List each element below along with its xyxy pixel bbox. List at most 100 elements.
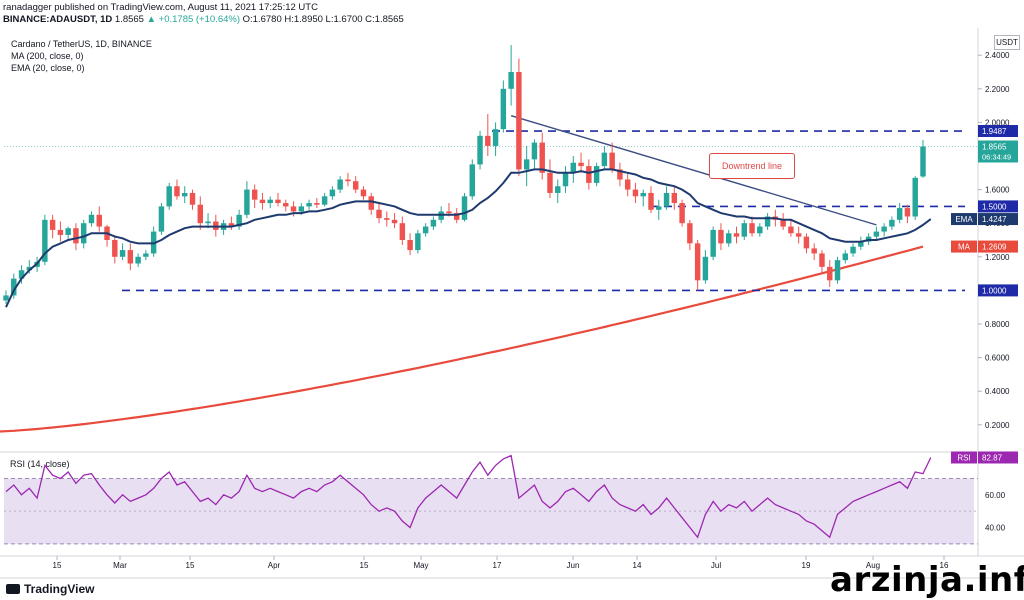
candle-body bbox=[710, 229, 716, 257]
candle-body bbox=[182, 192, 188, 197]
candle-body bbox=[764, 216, 771, 227]
candle-body bbox=[42, 219, 48, 262]
tradingview-logo[interactable]: TradingView bbox=[6, 582, 94, 596]
price-tick-label: 2.4000 bbox=[985, 51, 1010, 60]
rsi-legend: RSI (14, close) bbox=[10, 459, 70, 469]
legend-ema[interactable]: EMA (20, close, 0) bbox=[11, 63, 85, 73]
candle-body bbox=[570, 162, 577, 173]
time-tick-label: Jun bbox=[567, 561, 580, 570]
price-tag-bg bbox=[978, 200, 1018, 213]
candle-body bbox=[601, 152, 608, 167]
candle-body bbox=[485, 135, 491, 146]
candle-body bbox=[492, 129, 499, 146]
price-tick-label: 2.0000 bbox=[985, 118, 1010, 127]
price-tick-label: 0.6000 bbox=[985, 354, 1010, 363]
candle-body bbox=[516, 72, 522, 170]
candle-body bbox=[827, 266, 833, 281]
price-tick-label: 0.4000 bbox=[985, 387, 1010, 396]
candle-body bbox=[430, 219, 437, 227]
candle-body bbox=[531, 142, 538, 160]
candle-body bbox=[391, 219, 398, 224]
time-tick-label: 14 bbox=[633, 561, 642, 570]
candle-body bbox=[663, 192, 670, 207]
candle-body bbox=[259, 199, 266, 204]
candle-body bbox=[687, 223, 693, 244]
candle-body bbox=[80, 223, 87, 244]
candle-body bbox=[624, 179, 631, 190]
price-tick-label: 1.2000 bbox=[985, 253, 1010, 262]
rsi-tag-bg bbox=[978, 451, 1018, 464]
rsi-tick-label: 40.00 bbox=[985, 524, 1006, 533]
candle-body bbox=[811, 248, 817, 254]
rsi-line bbox=[5, 454, 932, 539]
candle-body bbox=[609, 152, 615, 170]
price-tag-bg bbox=[978, 125, 1018, 138]
candle-body bbox=[251, 189, 258, 200]
candle-body bbox=[858, 241, 864, 247]
candle-body bbox=[477, 135, 483, 165]
rsi-tag-name-bg bbox=[951, 451, 977, 464]
candle-body bbox=[384, 218, 390, 220]
candle-body bbox=[228, 223, 235, 227]
candle-body bbox=[671, 192, 678, 204]
price-tag-bg bbox=[978, 213, 1018, 226]
time-tick-label: 15 bbox=[53, 561, 62, 570]
candle-body bbox=[656, 206, 662, 210]
candle-body bbox=[640, 192, 646, 197]
ohlc-values: O:1.6780 H:1.8950 L:1.6700 C:1.8565 bbox=[242, 14, 404, 25]
tradingview-icon bbox=[6, 584, 20, 594]
candle-body bbox=[889, 219, 895, 227]
time-tick-label: 16 bbox=[940, 561, 949, 570]
candle-body bbox=[73, 228, 79, 244]
time-tick-label: 17 bbox=[493, 561, 502, 570]
price-tag-countdown: 06:34:49 bbox=[982, 153, 1011, 162]
candle-body bbox=[788, 226, 794, 234]
candle-body bbox=[539, 142, 545, 173]
price-tag-value: 1.2609 bbox=[982, 243, 1007, 252]
price-tag-name: MA bbox=[958, 243, 971, 252]
legend-ma[interactable]: MA (200, close, 0) bbox=[11, 51, 84, 61]
last-price: 1.8565 bbox=[114, 14, 144, 25]
indicator-legend: Cardano / TetherUS, 1D, BINANCE MA (200,… bbox=[11, 38, 152, 74]
currency-button[interactable]: USDT bbox=[994, 35, 1020, 50]
price-tag-value: 1.4247 bbox=[982, 215, 1007, 224]
time-tick-label: Apr bbox=[268, 561, 281, 570]
candle-body bbox=[454, 213, 460, 220]
candle-body bbox=[446, 211, 452, 214]
price-change: ▲ +0.1785 (+10.64%) bbox=[146, 14, 240, 25]
candle-body bbox=[547, 172, 553, 193]
publish-info: ranadagger published on TradingView.com,… bbox=[3, 2, 318, 13]
price-tag-bg bbox=[978, 140, 1018, 163]
chart-header: ranadagger published on TradingView.com,… bbox=[3, 2, 404, 26]
candle-body bbox=[49, 219, 56, 230]
price-tick-label: 0.8000 bbox=[985, 320, 1010, 329]
candle-body bbox=[275, 199, 281, 204]
candle-body bbox=[741, 223, 747, 237]
candle-body bbox=[298, 206, 305, 212]
time-tick-label: 15 bbox=[360, 561, 369, 570]
price-tick-label: 2.2000 bbox=[985, 85, 1010, 94]
candle-body bbox=[757, 226, 763, 234]
price-tick-label: 0.2000 bbox=[985, 421, 1010, 430]
candle-body bbox=[873, 231, 880, 237]
candle-body bbox=[415, 233, 421, 251]
candle-body bbox=[143, 253, 149, 257]
candle-body bbox=[803, 236, 810, 249]
candle-body bbox=[407, 240, 413, 251]
candle-body bbox=[337, 179, 343, 190]
price-tag-value: 1.9487 bbox=[982, 127, 1007, 136]
candle-body bbox=[586, 166, 592, 183]
symbol-line: BINANCE:ADAUSDT, 1D 1.8565 ▲ +0.1785 (+1… bbox=[3, 14, 404, 26]
candle-body bbox=[469, 164, 475, 197]
candle-body bbox=[881, 226, 887, 232]
symbol-name: BINANCE:ADAUSDT, 1D bbox=[3, 14, 113, 25]
rsi-tag-value: 82.87 bbox=[982, 453, 1003, 462]
ma200-line bbox=[0, 245, 924, 433]
price-tag-name-bg bbox=[951, 240, 977, 253]
candle-body bbox=[904, 208, 911, 217]
candle-body bbox=[399, 223, 406, 240]
candle-body bbox=[352, 181, 359, 190]
candle-body bbox=[920, 146, 926, 177]
candle-body bbox=[679, 203, 685, 224]
